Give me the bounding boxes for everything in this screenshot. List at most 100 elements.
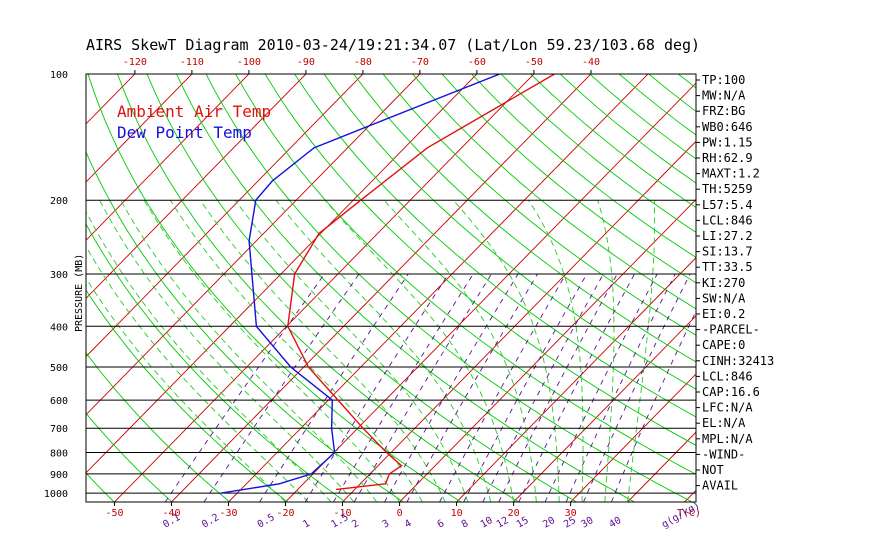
stability-index: CAP:16.6	[702, 385, 760, 399]
moist-adiabat-line	[86, 277, 286, 502]
mixing-ratio-tick-label: 10	[479, 515, 495, 531]
top-temp-tick-label: -80	[354, 57, 372, 68]
chart-title: AIRS SkewT Diagram 2010-03-24/19:21:34.0…	[86, 36, 700, 54]
isotherm-line	[342, 140, 696, 502]
isotherm-line	[86, 74, 364, 358]
series-point	[220, 492, 222, 494]
plot-frame	[85, 73, 697, 503]
mixing-ratio-tick-label: 1	[301, 518, 312, 531]
pressure-tick-label: 100	[50, 70, 68, 81]
isotherm-line	[285, 82, 696, 502]
isotherm-line	[742, 55, 870, 502]
bottom-temp-tick-labels: -50 -40 -30 -20 -10 0 10 20 30	[105, 502, 577, 519]
dry-adiabat-line	[353, 74, 696, 363]
pressure-tick-labels: 100 200 300 400 500 600 700 800 900 1000	[44, 70, 68, 500]
moist-adiabat-line	[383, 199, 537, 502]
isotherm-line	[86, 74, 478, 474]
dry-adiabat-line	[294, 74, 696, 418]
bottom-temp-tick-label: 10	[451, 508, 463, 519]
series-point	[336, 488, 338, 490]
bottom-temp-tick-label: 20	[508, 508, 520, 519]
stability-index: EI:0.2	[702, 307, 745, 321]
series-point	[255, 199, 257, 201]
moist-adiabat-grid	[86, 199, 656, 502]
top-temp-tick-label: -70	[411, 57, 429, 68]
pressure-tick-label: 300	[50, 270, 68, 281]
moist-adiabat-line	[199, 199, 446, 502]
isotherm-line	[86, 74, 193, 183]
mixing-ratio-grid	[164, 273, 696, 502]
stability-index: LFC:N/A	[702, 401, 753, 415]
series-ambient-air-temp	[287, 74, 555, 491]
series-point	[307, 366, 309, 368]
mixing-ratio-tick-label: 8	[460, 518, 471, 531]
stability-index: MW:N/A	[702, 89, 746, 103]
mixing-ratio-line	[482, 273, 604, 502]
legend-ambient-air-temp: Ambient Air Temp	[117, 102, 271, 121]
moist-adiabat-line	[597, 200, 615, 502]
bottom-temp-tick-label: 30	[565, 508, 577, 519]
dry-adiabat-line	[855, 55, 870, 504]
series-point	[426, 147, 428, 149]
stability-index: TP:100	[702, 73, 745, 87]
series-point	[251, 273, 253, 275]
mixing-ratio-tick-label: 0.5	[256, 512, 277, 531]
top-temp-tick-label: -90	[297, 57, 315, 68]
mixing-ratio-line	[498, 273, 618, 502]
mixing-ratio-line	[463, 273, 588, 502]
isotherm-line	[456, 257, 696, 502]
series-dew-point-temp	[221, 74, 500, 494]
mixing-ratio-line	[610, 310, 696, 502]
series-point	[384, 483, 387, 485]
moist-adiabat-line	[275, 199, 492, 502]
stability-index: NOT	[702, 463, 724, 477]
mixing-ratio-line	[164, 273, 325, 502]
dry-adiabat-line	[382, 74, 696, 336]
series-point	[290, 366, 292, 368]
mixing-ratio-tick-label: 2	[350, 518, 361, 531]
stability-index: AVAIL	[702, 479, 738, 493]
series-point	[337, 399, 339, 401]
stability-index: FRZ:BG	[702, 104, 745, 118]
moist-adiabat-line	[86, 245, 309, 502]
isotherm-line	[86, 74, 421, 416]
stability-index: TT:33.5	[702, 260, 753, 274]
top-temp-tick-label: -110	[180, 57, 204, 68]
stability-index: MAXT:1.2	[702, 167, 760, 181]
stability-index: RH:62.9	[702, 151, 753, 165]
mixing-ratio-tick-label: 15	[515, 515, 531, 531]
mixing-ratio-line	[583, 273, 691, 502]
mixing-ratio-line	[518, 273, 635, 502]
bottom-temp-tick-label: 0	[397, 508, 403, 519]
temp-axis-unit: T(C)	[677, 508, 701, 519]
dry-adiabat-line	[770, 55, 870, 504]
stability-index: MPL:N/A	[702, 432, 753, 446]
moist-adiabat-line	[627, 200, 656, 502]
dry-adiabat-line	[470, 74, 696, 258]
pressure-tick-label: 500	[50, 363, 68, 374]
series-point	[278, 483, 280, 485]
stability-index: LCL:846	[702, 369, 753, 383]
moist-adiabat-line	[453, 199, 560, 502]
moist-adiabat-line	[143, 199, 400, 502]
stability-index: LI:27.2	[702, 229, 753, 243]
mixing-ratio-tick-label: 20	[541, 515, 557, 531]
isotherm-line	[513, 315, 696, 502]
mixing-ratio-line	[304, 273, 449, 502]
series-point	[334, 451, 336, 454]
pressure-tick-label: 600	[50, 396, 68, 407]
series-point	[331, 427, 333, 429]
pressure-tick-label: 400	[50, 322, 68, 333]
series-point	[313, 147, 315, 149]
mixing-ratio-line	[384, 273, 519, 502]
moist-adiabat-line	[324, 199, 515, 502]
stability-index: LCL:846	[702, 213, 753, 227]
mixing-ratio-line	[406, 273, 538, 502]
legend-dew-point-temp: Dew Point Temp	[117, 123, 252, 142]
pressure-tick-label: 200	[50, 196, 68, 207]
mixing-ratio-line	[333, 273, 474, 502]
isotherm-grid	[86, 55, 870, 502]
mixing-ratio-line	[259, 273, 409, 502]
mixing-ratio-line	[544, 273, 658, 502]
